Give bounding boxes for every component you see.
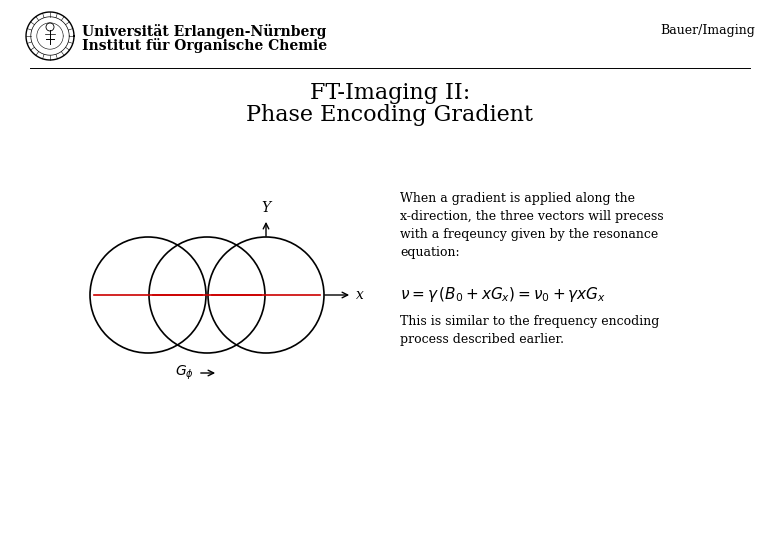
Text: Y: Y [261,201,271,215]
Text: Universität Erlangen-Nürnberg: Universität Erlangen-Nürnberg [82,24,326,39]
Text: When a gradient is applied along the
x-direction, the three vectors will precess: When a gradient is applied along the x-d… [400,192,664,259]
Text: Institut für Organische Chemie: Institut für Organische Chemie [82,38,327,53]
Text: Phase Encoding Gradient: Phase Encoding Gradient [246,104,534,126]
Text: Bauer/Imaging: Bauer/Imaging [660,24,755,37]
Text: This is similar to the frequency encoding
process described earlier.: This is similar to the frequency encodin… [400,315,659,346]
Text: FT-Imaging II:: FT-Imaging II: [310,82,470,104]
Text: $\nu = \gamma\,(B_0 + xG_x) = \nu_0 + \gamma xG_x$: $\nu = \gamma\,(B_0 + xG_x) = \nu_0 + \g… [400,285,606,304]
Text: $G_\phi$: $G_\phi$ [175,364,194,382]
Text: x: x [356,288,364,302]
